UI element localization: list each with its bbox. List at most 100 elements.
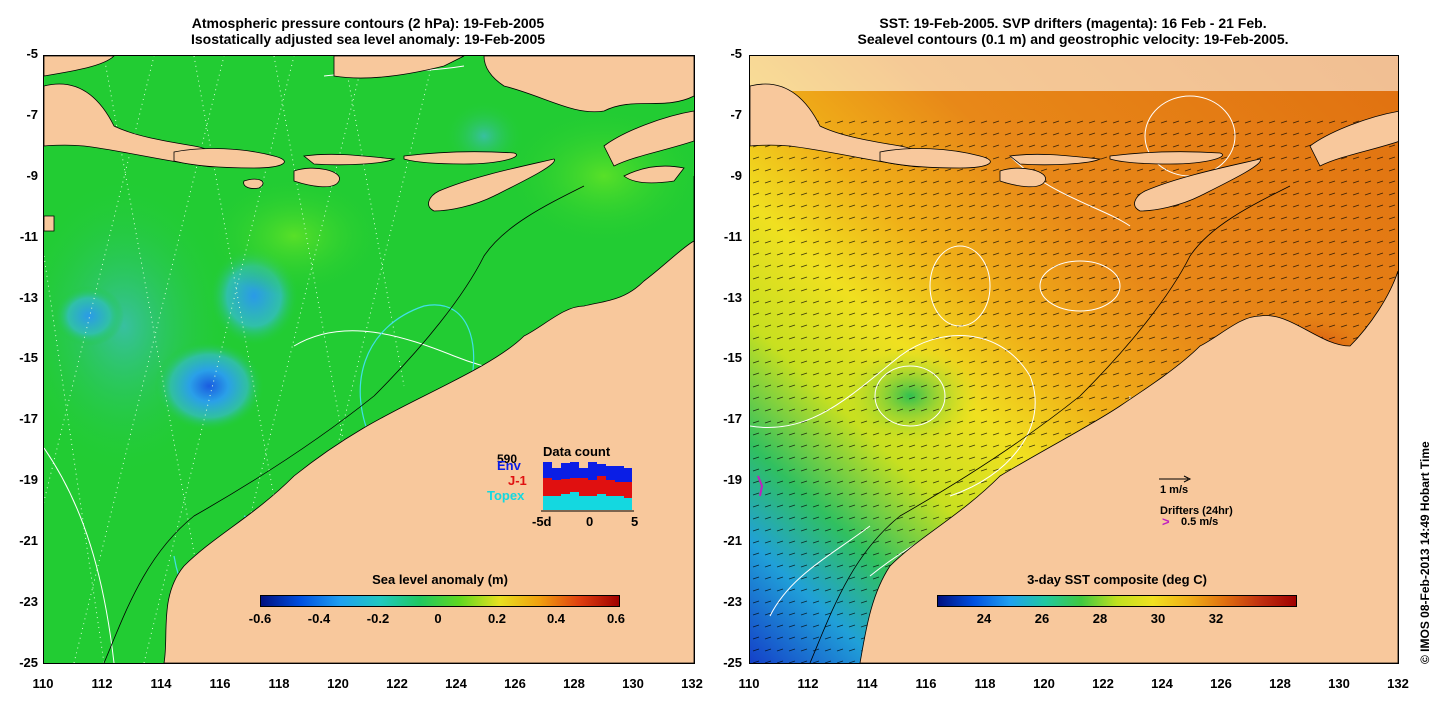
lat-tick: -7 <box>26 107 38 122</box>
colorbar-tick: 0.6 <box>606 611 626 626</box>
data-count-total: 590 <box>497 452 518 466</box>
bar-topex <box>624 498 632 510</box>
lon-tick: 114 <box>856 676 878 691</box>
bar-env <box>615 466 624 482</box>
colorbar-tick: 32 <box>1208 611 1224 626</box>
lat-tick: -19 <box>19 472 38 487</box>
lon-tick: 122 <box>1092 676 1114 691</box>
bar-j1 <box>597 476 606 494</box>
bar-topex <box>561 494 570 510</box>
bar-topex <box>579 496 588 510</box>
lat-tick: -23 <box>723 594 742 609</box>
bar-topex <box>543 496 552 510</box>
lat-tick: -5 <box>26 46 38 61</box>
colorbar-tick: -0.2 <box>366 611 390 626</box>
right-title-line1: SST: 19-Feb-2005. SVP drifters (magenta)… <box>879 15 1267 31</box>
bathymetry-contour <box>103 185 585 663</box>
bar-j1 <box>552 480 561 496</box>
bar-topex <box>597 494 606 510</box>
data-count-title: Data count <box>543 444 611 459</box>
lon-tick: 116 <box>209 676 231 691</box>
sst-map[interactable] <box>749 55 1399 664</box>
bar-topex <box>588 496 597 510</box>
sea-level-anomaly-map[interactable] <box>43 55 695 664</box>
sla-colorbar-title: Sea level anomaly (m) <box>372 572 508 587</box>
drifter-track <box>757 475 764 497</box>
left-title-line1: Atmospheric pressure contours (2 hPa): 1… <box>191 15 545 31</box>
bar-env <box>552 468 561 480</box>
lat-tick: -15 <box>19 350 38 365</box>
lat-tick: -19 <box>723 472 742 487</box>
bar-j1 <box>543 478 552 496</box>
bar-j1 <box>615 482 624 496</box>
lon-tick: 126 <box>1210 676 1232 691</box>
bar-j1 <box>561 479 570 494</box>
sst-colorbar-title: 3-day SST composite (deg C) <box>1027 572 1207 587</box>
sst-cloud-mask <box>750 56 1398 91</box>
colorbar-tick: 30 <box>1150 611 1166 626</box>
sla-land <box>44 56 694 663</box>
lon-tick: 112 <box>797 676 819 691</box>
bar-j1 <box>588 480 597 496</box>
lon-tick: 132 <box>681 676 703 691</box>
velocity-key-arrow-icon <box>1159 475 1192 483</box>
colorbar-tick: 28 <box>1092 611 1108 626</box>
colorbar-tick: 26 <box>1034 611 1050 626</box>
bar-j1 <box>606 480 615 496</box>
lat-tick: -11 <box>19 229 38 244</box>
colorbar-tick: -0.6 <box>248 611 272 626</box>
lon-tick: 118 <box>268 676 290 691</box>
sst-colorbar <box>937 595 1297 607</box>
lat-tick: -25 <box>723 655 742 670</box>
bar-env <box>579 468 588 478</box>
lon-tick: 120 <box>1033 676 1055 691</box>
sla-colorbar <box>260 595 620 607</box>
lon-tick: 110 <box>738 676 760 691</box>
lat-tick: -5 <box>730 46 742 61</box>
lat-tick: -17 <box>19 411 38 426</box>
lon-tick: 124 <box>445 676 467 691</box>
lat-tick: -25 <box>19 655 38 670</box>
lon-tick: 128 <box>563 676 585 691</box>
lat-tick: -17 <box>723 411 742 426</box>
lat-tick: -21 <box>723 533 742 548</box>
left-panel-title: Atmospheric pressure contours (2 hPa): 1… <box>43 15 693 47</box>
altimeter-tracks <box>44 56 435 663</box>
bar-env <box>606 466 615 480</box>
right-title-line2: Sealevel contours (0.1 m) and geostrophi… <box>857 31 1289 47</box>
legend-topex: Topex <box>487 488 525 503</box>
lon-tick: 122 <box>386 676 408 691</box>
sst-map-svg <box>750 56 1398 663</box>
bar-j1 <box>579 478 588 496</box>
bar-env <box>543 462 552 478</box>
lat-tick: -21 <box>19 533 38 548</box>
histogram-tick-zero: 0 <box>586 514 594 529</box>
sla-low-eddy-3 <box>54 286 124 346</box>
bar-j1 <box>624 482 632 498</box>
lat-tick: -7 <box>730 107 742 122</box>
lon-tick: 130 <box>1328 676 1350 691</box>
colorbar-tick: 0.2 <box>487 611 507 626</box>
sst-bathymetry-contour <box>809 185 1291 663</box>
lat-tick: -13 <box>723 290 742 305</box>
colorbar-tick: -0.4 <box>307 611 331 626</box>
bar-topex <box>615 496 624 510</box>
velocity-key-label: 1 m/s <box>1160 484 1189 496</box>
histogram-tick-start: -5d <box>532 514 552 529</box>
lon-tick: 110 <box>32 676 54 691</box>
lat-tick: -23 <box>19 594 38 609</box>
legend-j1: J-1 <box>508 473 527 488</box>
lon-tick: 126 <box>504 676 526 691</box>
drifter-key-title: Drifters (24hr) <box>1160 505 1233 517</box>
data-count-histogram <box>541 462 634 512</box>
lon-tick: 124 <box>1151 676 1173 691</box>
sla-map-svg <box>44 56 694 663</box>
bar-env <box>561 463 570 479</box>
colorbar-tick: 0.4 <box>546 611 566 626</box>
bar-env <box>588 462 597 480</box>
lon-tick: 130 <box>622 676 644 691</box>
colorbar-tick: 0 <box>434 611 442 626</box>
drifter-key-label: 0.5 m/s <box>1181 516 1219 528</box>
lon-tick: 114 <box>150 676 172 691</box>
lat-tick: -9 <box>26 168 38 183</box>
